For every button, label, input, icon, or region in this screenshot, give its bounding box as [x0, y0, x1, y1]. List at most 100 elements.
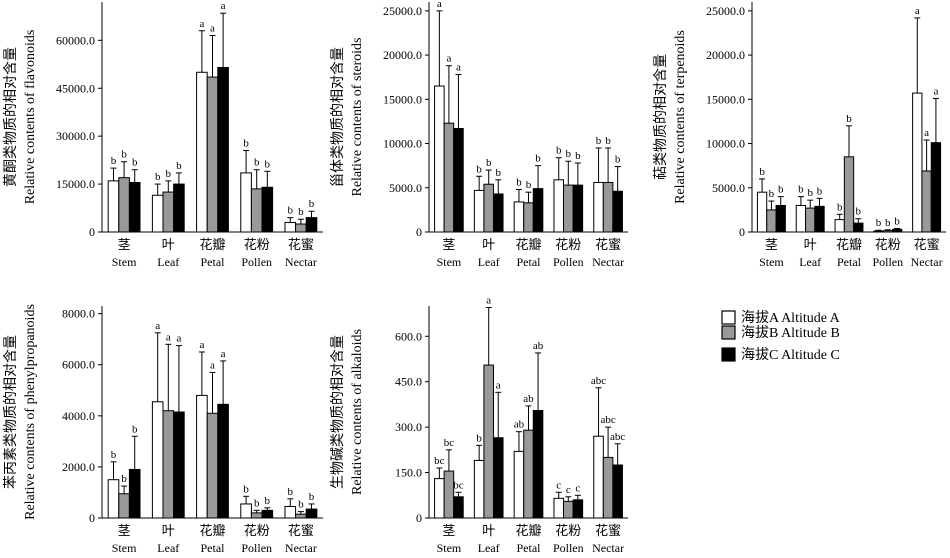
significance-label: c: [575, 482, 580, 494]
x-category-label-en: Pollen: [241, 541, 272, 555]
significance-label: a: [456, 62, 461, 74]
y-tick-label: 30000.0: [56, 129, 95, 143]
x-category-label-cn: 花瓣: [836, 237, 862, 252]
significance-label: b: [243, 138, 249, 150]
y-axis-label-en: Relative contents of steroids: [350, 37, 365, 196]
significance-label: b: [837, 201, 843, 213]
x-category-label-cn: 花蜜: [288, 523, 314, 538]
x-category-label-cn: 花蜜: [914, 237, 940, 252]
significance-label: b: [111, 449, 117, 461]
bar-altitude-c: [217, 403, 229, 519]
bar-altitude-b: [602, 456, 614, 519]
x-category-label-en: Stem: [112, 255, 137, 269]
bar-altitude-b: [118, 493, 130, 519]
bar-altitude-c: [612, 190, 623, 233]
significance-label: b: [132, 157, 138, 169]
bar-altitude-b: [250, 188, 263, 233]
y-tick-label: 5000.0: [712, 181, 745, 195]
y-tick-label: 450.0: [395, 375, 422, 389]
bar-altitude-a: [107, 180, 120, 233]
x-category-label-cn: 茎: [118, 523, 131, 538]
y-tick-label: 20000.0: [706, 48, 745, 62]
bar-altitude-c: [305, 217, 318, 233]
bar-altitude-b: [443, 122, 455, 233]
significance-label: c: [566, 484, 571, 496]
significance-label: a: [915, 5, 920, 17]
significance-label: a: [221, 0, 226, 12]
y-axis-label-cn: 萜类物质的相对含量: [653, 54, 669, 180]
bar-altitude-a: [196, 71, 208, 233]
bar-altitude-b: [563, 184, 574, 233]
bar-altitude-a: [553, 497, 565, 519]
bar-altitude-b: [206, 412, 219, 519]
x-category-label-en: Pollen: [872, 255, 903, 269]
x-category-label-cn: 花粉: [244, 237, 270, 252]
x-category-label-cn: 花瓣: [199, 237, 225, 252]
bar-altitude-b: [162, 191, 175, 233]
x-category-label-cn: 花蜜: [595, 237, 621, 252]
x-category-label-cn: 叶: [482, 523, 495, 538]
significance-label: b: [596, 135, 602, 147]
y-tick-label: 2000.0: [62, 460, 95, 474]
significance-label: b: [254, 497, 260, 509]
bar-altitude-a: [513, 450, 525, 519]
x-category-label-en: Leaf: [157, 255, 179, 269]
y-axis-label-cn: 生物碱类物质的相对含量: [330, 335, 346, 489]
legend-item-altitude-b: 海拔B Altitude B: [721, 325, 840, 341]
y-tick-label: 0: [89, 511, 95, 525]
x-category-label-en: Stem: [437, 541, 462, 555]
chart-panel-5: 0 150.0 300.0 450.0 600.0 生物碱类物质的相对含量 Relative…: [330, 295, 628, 555]
bar-altitude-a: [284, 506, 297, 519]
significance-label: a: [496, 379, 501, 391]
x-category-label-en: Nectar: [911, 255, 943, 269]
bar-altitude-a: [593, 181, 604, 233]
significance-label: b: [476, 163, 482, 175]
x-category-label-en: Pollen: [553, 541, 584, 555]
y-tick-label: 15000.0: [56, 177, 95, 191]
x-category-label-en: Stem: [759, 255, 784, 269]
x-category-label-en: Petal: [201, 541, 226, 555]
significance-label: a: [199, 18, 204, 30]
significance-label: b: [798, 184, 804, 196]
significance-label: b: [615, 154, 621, 166]
significance-label: b: [265, 495, 271, 507]
x-category-label-cn: 茎: [118, 237, 131, 252]
bar-altitude-c: [891, 228, 903, 233]
x-category-label-en: Nectar: [285, 541, 317, 555]
x-category-label-cn: 花粉: [875, 237, 901, 252]
significance-label: b: [856, 206, 862, 218]
x-category-label-en: Petal: [201, 255, 226, 269]
bar-altitude-c: [814, 205, 825, 233]
significance-label: b: [155, 171, 161, 183]
x-category-label-cn: 花粉: [244, 523, 270, 538]
significance-label: b: [575, 150, 581, 162]
bar-altitude-c: [261, 509, 274, 519]
x-category-label-en: Nectar: [592, 255, 624, 269]
x-category-label-en: Leaf: [478, 255, 500, 269]
significance-label: b: [769, 188, 775, 200]
x-category-label-cn: 花蜜: [595, 523, 621, 538]
bar-altitude-c: [532, 188, 544, 233]
significance-label: b: [309, 198, 315, 210]
significance-label: b: [265, 158, 271, 170]
x-category-label-cn: 叶: [482, 237, 495, 252]
chart-panel-4: 0 2000.0 4000.0 6000.0 8000.0 苯丙素类物质的相对含量 Rela…: [2, 304, 323, 555]
bar-altitude-b: [483, 364, 494, 519]
bar-altitude-c: [453, 128, 464, 233]
y-axis-label-en: Relative contents of phenylpropanoids: [23, 304, 38, 520]
significance-label: bc: [444, 437, 455, 449]
x-category-label-en: Petal: [837, 255, 862, 269]
bar-altitude-b: [162, 410, 175, 519]
bar-altitude-c: [572, 499, 584, 519]
significance-label: a: [199, 339, 204, 351]
significance-label: b: [516, 177, 522, 189]
legend-label-altitude-c: 海拔C Altitude C: [741, 347, 840, 363]
significance-label: a: [486, 295, 491, 307]
y-axis-label-cn: 苯丙素类物质的相对含量: [2, 335, 19, 489]
significance-label: a: [210, 23, 215, 35]
significance-label: b: [309, 491, 315, 503]
y-tick-label: 8000.0: [62, 307, 95, 321]
y-axis-label-en: Relative contents of terpenoids: [673, 30, 688, 204]
significance-label: b: [288, 205, 294, 217]
significance-label: a: [166, 331, 171, 343]
